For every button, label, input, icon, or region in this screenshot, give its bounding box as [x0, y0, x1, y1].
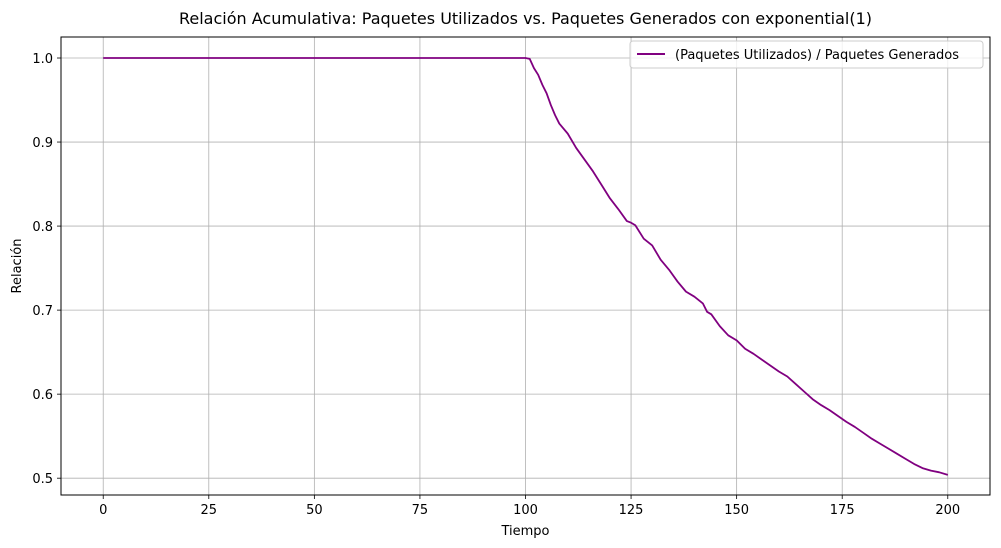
- chart-title: Relación Acumulativa: Paquetes Utilizado…: [179, 9, 872, 28]
- legend-label-series-1: (Paquetes Utilizados) / Paquetes Generad…: [675, 48, 959, 63]
- plot-lines: [103, 57, 949, 476]
- legend: (Paquetes Utilizados) / Paquetes Generad…: [629, 40, 984, 69]
- x-tick-label: 175: [830, 503, 855, 518]
- y-tick-label: 0.6: [32, 388, 53, 403]
- legend-box: [629, 40, 984, 69]
- x-tick-label: 75: [412, 503, 429, 518]
- series-line-1: [103, 57, 949, 476]
- axis-ticks: [57, 57, 949, 499]
- y-tick-label: 1.0: [32, 52, 53, 67]
- y-tick-label: 0.8: [32, 220, 53, 235]
- x-tick-label: 125: [619, 503, 644, 518]
- x-tick-label: 200: [935, 503, 960, 518]
- x-tick-label: 0: [99, 503, 107, 518]
- grid-lines: [61, 37, 990, 495]
- axis-tick-labels: 0 25 50 75 100 125 150 175 200 0.5 0.6 0.7 0.8 0.9 1.0: [32, 52, 960, 518]
- x-tick-label: 100: [513, 503, 538, 518]
- x-tick-label: 150: [724, 503, 749, 518]
- y-tick-label: 0.7: [32, 304, 53, 319]
- y-tick-label: 0.9: [32, 136, 53, 151]
- x-axis-title: Tiempo: [500, 524, 549, 539]
- y-tick-label: 0.5: [32, 472, 53, 487]
- x-tick-label: 50: [306, 503, 323, 518]
- y-axis-title: Relación: [10, 239, 25, 294]
- x-tick-label: 25: [201, 503, 218, 518]
